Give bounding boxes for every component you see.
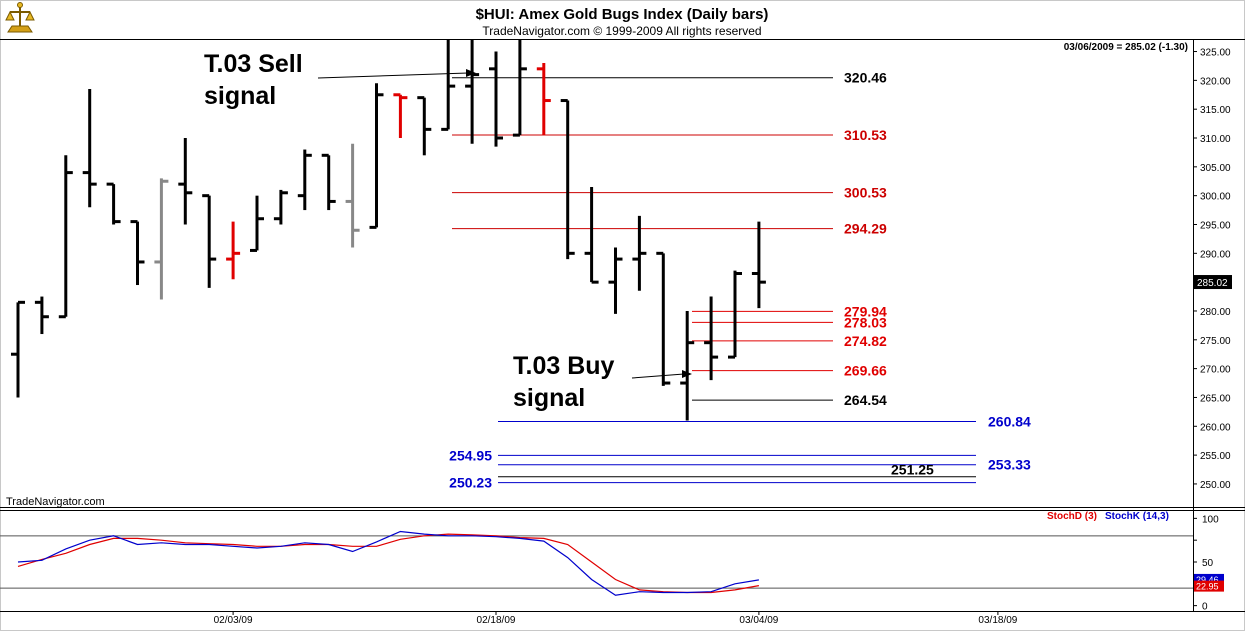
stoch-d-last-label: 22.95 <box>1196 582 1219 592</box>
level-label: 251.25 <box>891 462 934 478</box>
ohlc-bar <box>130 220 145 286</box>
date-axis: 02/03/09 02/18/09 03/04/09 03/18/09 <box>214 611 1018 626</box>
ohlc-bar <box>536 63 551 136</box>
ohlc-bar <box>489 51 503 147</box>
level-label: 264.54 <box>844 392 887 408</box>
price-tick-label: 300.00 <box>1200 192 1231 203</box>
stoch-d-legend: StochD (3) <box>1047 511 1097 522</box>
ohlc-bar <box>106 182 121 225</box>
ohlc-bar <box>321 153 336 211</box>
ohlc-bar <box>417 96 432 156</box>
price-tick-label: 305.00 <box>1200 163 1231 174</box>
ohlc-bar <box>608 247 623 314</box>
ohlc-bar <box>34 296 49 335</box>
level-label: 253.33 <box>988 457 1031 473</box>
watermark-text: TradeNavigator.com <box>6 496 105 508</box>
stoch-k-legend: StochK (14,3) <box>1105 511 1169 522</box>
ohlc-bar <box>441 40 456 131</box>
price-tick-label: 310.00 <box>1200 134 1231 145</box>
price-tick-label: 265.00 <box>1200 393 1231 404</box>
price-tick-label: 315.00 <box>1200 105 1231 116</box>
trade-navigator-logo-icon <box>5 2 35 33</box>
ohlc-bar <box>465 40 480 144</box>
level-label: 310.53 <box>844 127 887 143</box>
price-tick-label: 295.00 <box>1200 220 1231 231</box>
stoch-d-line <box>17 533 760 594</box>
ohlc-bar <box>345 143 360 248</box>
ohlc-bar <box>584 187 599 284</box>
buy-signal-label-line2: signal <box>513 384 585 412</box>
level-label: 250.23 <box>449 475 492 491</box>
level-label: 269.66 <box>844 363 887 379</box>
ohlc-bar <box>680 310 695 421</box>
price-tick-label: 320.00 <box>1200 76 1231 87</box>
ohlc-bar <box>11 300 25 398</box>
price-readout: 03/06/2009 = 285.02 (-1.30) <box>1064 42 1188 53</box>
stoch-tick-label: 0 <box>1202 602 1208 613</box>
level-label: 260.84 <box>988 413 1031 429</box>
last-price-marker: 285.02 <box>1194 275 1232 290</box>
buy-signal-label-line1: T.03 Buy <box>513 352 615 380</box>
date-tick-label: 02/03/09 <box>214 615 253 626</box>
date-tick-label: 02/18/09 <box>477 615 516 626</box>
ohlc-bar <box>369 83 384 229</box>
level-label: 254.95 <box>449 447 492 463</box>
date-tick-label: 03/04/09 <box>739 615 778 626</box>
chart-title: $HUI: Amex Gold Bugs Index (Daily bars) <box>476 6 769 23</box>
ohlc-bar <box>154 178 169 300</box>
price-tick-label: 250.00 <box>1200 480 1231 491</box>
price-tick-label: 260.00 <box>1200 422 1231 433</box>
price-tick-label: 325.00 <box>1200 48 1231 59</box>
ohlc-bar <box>297 149 312 211</box>
stoch-k-last-label: 29.46 <box>1196 575 1219 585</box>
ohlc-bar <box>560 99 575 260</box>
ohlc-bar <box>273 189 288 225</box>
stoch-tick-label: 50 <box>1202 558 1214 569</box>
ohlc-bar <box>656 251 671 386</box>
ohlc-bar <box>393 93 408 139</box>
level-label: 300.53 <box>844 185 887 201</box>
level-label: 320.46 <box>844 70 887 86</box>
level-label: 294.29 <box>844 221 887 237</box>
price-axis: 250.00 255.00 260.00 265.00 270.00 275.00 280.… <box>1193 48 1231 491</box>
stoch-k-last-box <box>1194 573 1224 585</box>
ohlc-bar <box>82 89 97 208</box>
date-tick-label: 03/18/09 <box>978 615 1017 626</box>
last-price-label: 285.02 <box>1197 278 1228 289</box>
price-tick-label: 290.00 <box>1200 249 1231 260</box>
price-tick-label: 280.00 <box>1200 307 1231 318</box>
ohlc-bar <box>751 221 766 309</box>
level-label: 278.03 <box>844 314 887 330</box>
level-label: 279.94 <box>844 303 887 319</box>
stoch-tick-label: 100 <box>1202 514 1219 525</box>
stoch-d-last-box <box>1194 580 1224 592</box>
level-label: 274.82 <box>844 333 887 349</box>
price-bars <box>11 40 766 421</box>
copyright-text: TradeNavigator.com © 1999-2009 All right… <box>482 24 761 38</box>
sell-signal-label-line2: signal <box>204 82 276 110</box>
ohlc-bar <box>632 215 647 291</box>
ohlc-bar <box>704 296 719 381</box>
last-price-box <box>1194 275 1232 290</box>
ohlc-bar <box>226 221 241 280</box>
price-tick-label: 255.00 <box>1200 451 1231 462</box>
stoch-k-line <box>17 530 759 596</box>
ohlc-bar <box>202 194 217 288</box>
ohlc-bar <box>178 138 193 225</box>
ohlc-bar <box>728 270 742 359</box>
ohlc-bar <box>250 195 264 252</box>
price-tick-label: 270.00 <box>1200 365 1231 376</box>
sell-signal-label-line1: T.03 Sell <box>204 50 303 78</box>
price-tick-label: 275.00 <box>1200 336 1231 347</box>
ohlc-bar <box>512 40 527 137</box>
ohlc-bar <box>58 155 73 319</box>
